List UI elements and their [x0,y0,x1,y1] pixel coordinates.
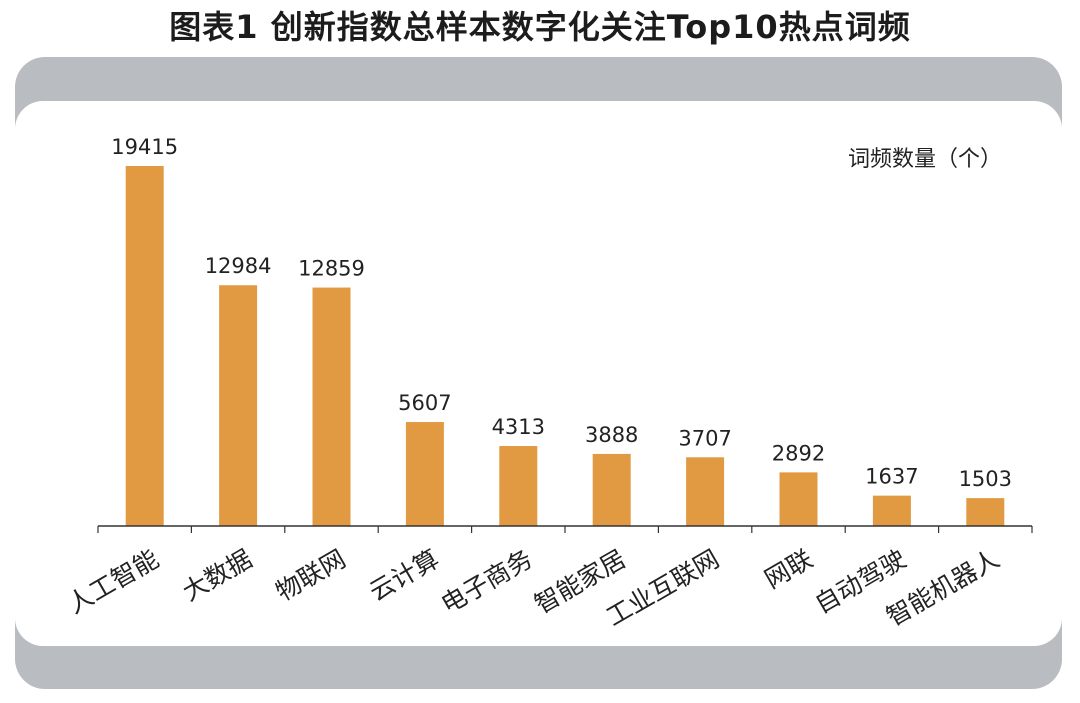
bar [125,166,164,526]
value-label: 2892 [772,441,825,465]
value-label: 1503 [959,467,1012,491]
category-label: 人工智能 [63,544,164,619]
value-label: 3888 [585,423,638,447]
bar [405,422,444,526]
bars-group [125,166,1005,526]
category-label: 大数据 [178,544,257,607]
value-label: 12859 [298,257,365,281]
value-label: 4313 [492,415,545,439]
x-ticks-group [97,526,1033,533]
bar [312,287,351,526]
y-axis-label: 词频数量（个） [848,147,1002,172]
category-label: 物联网 [271,544,350,607]
value-label: 5607 [398,391,451,415]
bar [966,498,1005,526]
bar [872,495,911,526]
value-label: 1637 [865,465,918,489]
chart-panel [15,101,1062,646]
bar [499,446,538,526]
bar [779,472,818,526]
category-label: 网联 [760,544,818,594]
bar [592,453,631,526]
category-label: 云计算 [364,544,443,607]
category-label: 电子商务 [436,544,537,619]
value-labels-group: 19415 12984 12859 5607 4313 3888 3707 2892 1637 1… [111,135,1012,491]
value-label: 3707 [678,426,731,450]
chart-title: 图表1 创新指数总样本数字化关注Top10热点词频 [169,8,911,46]
value-label: 19415 [111,135,178,159]
bar [219,285,258,526]
bar [686,457,725,526]
value-label: 12984 [205,254,272,278]
